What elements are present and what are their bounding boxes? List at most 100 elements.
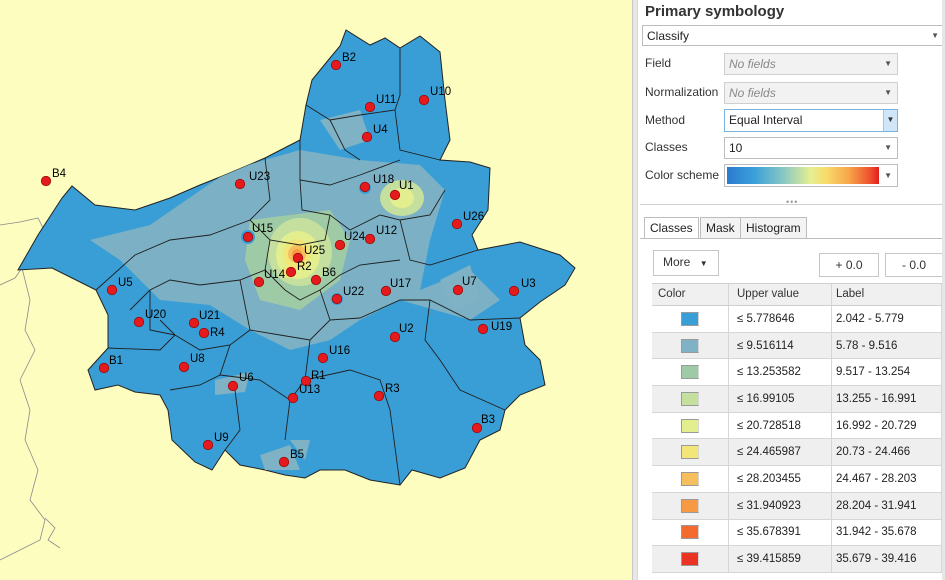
station-marker[interactable] bbox=[508, 285, 520, 297]
label-cell[interactable]: 5.78 - 9.516 bbox=[832, 332, 942, 359]
station-u24[interactable]: U24 bbox=[334, 231, 366, 251]
station-marker[interactable] bbox=[202, 439, 214, 451]
station-marker[interactable] bbox=[389, 331, 401, 343]
map-view[interactable]: B2 U10 U11 U4 B4 U23 U18 U1 U26 U15 U24 U12 U25 R2 U14… bbox=[0, 0, 632, 580]
color-cell[interactable] bbox=[652, 519, 729, 546]
station-u26[interactable]: U26 bbox=[451, 211, 484, 230]
station-marker[interactable] bbox=[331, 293, 343, 305]
station-u12[interactable]: U12 bbox=[364, 225, 397, 245]
label-cell[interactable]: 31.942 - 35.678 bbox=[832, 519, 942, 546]
label-cell[interactable]: 13.255 - 16.991 bbox=[832, 386, 942, 412]
station-u2[interactable]: U2 bbox=[389, 323, 414, 343]
station-marker[interactable] bbox=[253, 276, 265, 288]
station-marker[interactable] bbox=[227, 380, 239, 392]
station-u14[interactable]: U14 bbox=[253, 269, 286, 288]
label-cell[interactable]: 35.679 - 39.416 bbox=[832, 546, 942, 572]
station-marker[interactable] bbox=[364, 101, 376, 113]
table-row[interactable]: ≤ 39.415859 35.679 - 39.416 bbox=[652, 546, 942, 573]
station-b3[interactable]: B3 bbox=[471, 414, 495, 434]
upper-value-cell[interactable]: ≤ 13.253582 bbox=[729, 359, 832, 386]
table-row[interactable]: ≤ 16.99105 13.255 - 16.991 bbox=[652, 386, 942, 413]
station-u18[interactable]: U18 bbox=[359, 174, 394, 193]
station-u6[interactable]: U6 bbox=[227, 372, 254, 392]
station-marker[interactable] bbox=[242, 231, 254, 243]
color-swatch[interactable] bbox=[681, 498, 699, 513]
upper-value-cell[interactable]: ≤ 39.415859 bbox=[729, 546, 832, 572]
station-marker[interactable] bbox=[310, 274, 322, 286]
station-u25[interactable]: U25 bbox=[292, 245, 325, 264]
panel-resize-grip[interactable]: ••• bbox=[786, 197, 799, 207]
color-scheme-dropdown[interactable]: ▼ bbox=[724, 164, 898, 187]
upper-value-cell[interactable]: ≤ 20.728518 bbox=[729, 412, 832, 439]
field-dropdown[interactable]: No fields ▼ bbox=[724, 53, 898, 75]
station-marker[interactable] bbox=[198, 327, 210, 339]
label-cell[interactable]: 9.517 - 13.254 bbox=[832, 359, 942, 386]
color-cell[interactable] bbox=[652, 332, 729, 359]
panel-scrollbar[interactable] bbox=[942, 0, 945, 580]
station-b2[interactable]: B2 bbox=[330, 52, 356, 71]
station-u17[interactable]: U17 bbox=[380, 278, 411, 297]
label-cell[interactable]: 20.73 - 24.466 bbox=[832, 439, 942, 466]
station-marker[interactable] bbox=[364, 233, 376, 245]
color-swatch[interactable] bbox=[681, 525, 699, 540]
normalization-dropdown[interactable]: No fields ▼ bbox=[724, 82, 898, 104]
station-marker[interactable] bbox=[317, 352, 329, 364]
tab-mask[interactable]: Mask bbox=[700, 217, 741, 239]
station-marker[interactable] bbox=[300, 375, 312, 387]
upper-value-cell[interactable]: ≤ 28.203455 bbox=[729, 466, 832, 492]
color-cell[interactable] bbox=[652, 546, 729, 572]
table-row[interactable]: ≤ 28.203455 24.467 - 28.203 bbox=[652, 466, 942, 493]
table-row[interactable]: ≤ 13.253582 9.517 - 13.254 bbox=[652, 359, 942, 387]
station-marker[interactable] bbox=[287, 392, 299, 404]
color-swatch[interactable] bbox=[681, 552, 699, 567]
station-r2[interactable]: R2 bbox=[285, 261, 312, 278]
station-u5[interactable]: U5 bbox=[106, 277, 133, 296]
color-swatch[interactable] bbox=[681, 391, 699, 406]
color-swatch[interactable] bbox=[681, 418, 699, 433]
upper-value-cell[interactable]: ≤ 5.778646 bbox=[729, 306, 832, 332]
station-marker[interactable] bbox=[452, 284, 464, 296]
color-swatch[interactable] bbox=[681, 445, 699, 460]
station-marker[interactable] bbox=[471, 422, 483, 434]
label-cell[interactable]: 24.467 - 28.203 bbox=[832, 466, 942, 492]
table-row[interactable]: ≤ 31.940923 28.204 - 31.941 bbox=[652, 492, 942, 520]
color-cell[interactable] bbox=[652, 492, 729, 519]
color-swatch[interactable] bbox=[681, 365, 699, 380]
station-u22[interactable]: U22 bbox=[331, 286, 364, 305]
station-marker[interactable] bbox=[418, 94, 430, 106]
station-marker[interactable] bbox=[330, 59, 342, 71]
station-u8[interactable]: U8 bbox=[178, 353, 205, 373]
upper-value-cell[interactable]: ≤ 31.940923 bbox=[729, 492, 832, 519]
pane-splitter[interactable] bbox=[632, 0, 638, 580]
station-marker[interactable] bbox=[133, 316, 145, 328]
increase-decimals-button[interactable]: + 0.0 bbox=[819, 253, 879, 277]
station-u11[interactable]: U11 bbox=[364, 94, 396, 113]
station-b4[interactable]: B4 bbox=[40, 168, 67, 187]
station-u1[interactable]: U1 bbox=[389, 180, 414, 201]
station-u10[interactable]: U10 bbox=[418, 86, 451, 106]
station-u9[interactable]: U9 bbox=[202, 432, 229, 451]
station-u20[interactable]: U20 bbox=[133, 309, 166, 328]
map-canvas[interactable]: B2 U10 U11 U4 B4 U23 U18 U1 U26 U15 U24 U12 U25 R2 U14… bbox=[0, 0, 632, 580]
station-u13[interactable]: U13 bbox=[287, 384, 320, 404]
upper-value-cell[interactable]: ≤ 9.516114 bbox=[729, 332, 832, 359]
color-swatch[interactable] bbox=[681, 471, 699, 486]
color-cell[interactable] bbox=[652, 306, 729, 332]
color-cell[interactable] bbox=[652, 466, 729, 492]
station-u19[interactable]: U19 bbox=[477, 321, 512, 335]
station-u21[interactable]: U21 bbox=[188, 310, 220, 329]
table-row[interactable]: ≤ 9.516114 5.78 - 9.516 bbox=[652, 332, 942, 360]
station-marker[interactable] bbox=[278, 456, 290, 468]
color-cell[interactable] bbox=[652, 439, 729, 466]
table-row[interactable]: ≤ 5.778646 2.042 - 5.779 bbox=[652, 306, 942, 333]
station-u16[interactable]: U16 bbox=[317, 345, 350, 364]
color-cell[interactable] bbox=[652, 359, 729, 386]
station-r4[interactable]: R4 bbox=[198, 327, 225, 339]
station-marker[interactable] bbox=[234, 178, 246, 190]
label-cell[interactable]: 2.042 - 5.779 bbox=[832, 306, 942, 332]
more-button[interactable]: More ▼ bbox=[653, 250, 719, 276]
station-marker[interactable] bbox=[98, 362, 110, 374]
color-swatch[interactable] bbox=[681, 311, 699, 326]
decrease-decimals-button[interactable]: - 0.0 bbox=[885, 253, 943, 277]
classes-dropdown[interactable]: 10 ▼ bbox=[724, 137, 898, 159]
